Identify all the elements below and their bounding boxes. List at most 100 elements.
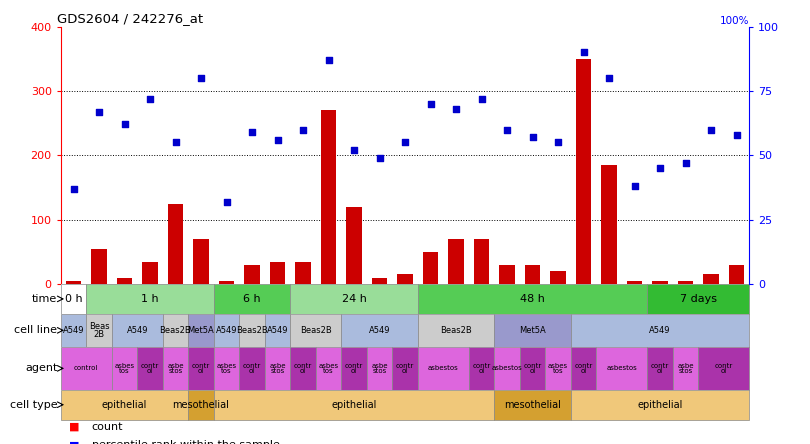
Point (322, 56, 335, 63)
Text: asbe
stos: asbe stos (167, 363, 184, 374)
Bar (239, 347, 265, 390)
Point (373, 155, 386, 162)
Point (271, 136, 284, 143)
Text: A549: A549 (369, 326, 390, 335)
Bar (571, 390, 749, 420)
Bar (550, 271, 565, 284)
Text: Beas
2B: Beas 2B (88, 322, 109, 339)
Text: asbestos: asbestos (492, 365, 522, 371)
Bar (214, 390, 494, 420)
Text: asbestos: asbestos (607, 365, 637, 371)
Bar (418, 284, 647, 314)
Point (220, 198, 233, 205)
Bar (188, 347, 214, 390)
Point (654, 165, 667, 172)
Point (245, 129, 258, 136)
Text: contr
ol: contr ol (472, 363, 491, 374)
Text: contr
ol: contr ol (294, 363, 312, 374)
Bar (647, 284, 749, 314)
Text: epithelial: epithelial (102, 400, 147, 410)
Bar (698, 347, 749, 390)
Bar (219, 281, 234, 284)
Text: A549: A549 (126, 326, 148, 335)
Bar (398, 274, 412, 284)
Bar (163, 347, 188, 390)
Bar (86, 284, 214, 314)
Bar (137, 347, 163, 390)
Text: cell type: cell type (10, 400, 58, 410)
Point (475, 95, 488, 102)
Bar (290, 314, 341, 347)
Text: 48 h: 48 h (520, 294, 545, 304)
Bar (290, 347, 316, 390)
Text: A549: A549 (650, 326, 671, 335)
Bar (576, 59, 591, 284)
Bar (392, 347, 418, 390)
Point (450, 106, 463, 113)
Text: contr
ol: contr ol (396, 363, 414, 374)
Point (143, 95, 156, 102)
Bar (494, 347, 520, 390)
Text: time: time (32, 294, 58, 304)
Bar (627, 281, 642, 284)
Bar (143, 262, 158, 284)
Text: mesothelial: mesothelial (173, 400, 229, 410)
Point (169, 139, 182, 146)
Bar (321, 110, 336, 284)
Bar (61, 284, 86, 314)
Bar (239, 314, 265, 347)
Bar (571, 347, 596, 390)
Point (552, 139, 565, 146)
Bar (499, 265, 514, 284)
Text: contr
ol: contr ol (574, 363, 593, 374)
Bar (372, 278, 387, 284)
Point (92, 108, 105, 115)
Point (679, 159, 692, 166)
Bar (367, 347, 392, 390)
Bar (520, 347, 545, 390)
Text: 100%: 100% (720, 16, 749, 26)
Point (424, 100, 437, 107)
Point (577, 49, 590, 56)
Text: A549: A549 (266, 326, 288, 335)
Bar (494, 390, 571, 420)
Point (603, 75, 616, 82)
Text: Beas2B: Beas2B (300, 326, 331, 335)
Bar (423, 252, 438, 284)
Text: contr
ol: contr ol (345, 363, 363, 374)
Bar (341, 347, 367, 390)
Text: mesothelial: mesothelial (504, 400, 561, 410)
Text: contr
ol: contr ol (192, 363, 210, 374)
Bar (316, 347, 341, 390)
Bar (678, 281, 693, 284)
Bar (545, 347, 571, 390)
Bar (86, 314, 112, 347)
Text: Met5A: Met5A (188, 326, 215, 335)
Bar (265, 347, 290, 390)
Point (118, 121, 131, 128)
Point (399, 139, 411, 146)
Text: A549: A549 (62, 326, 84, 335)
Text: Beas2B: Beas2B (237, 326, 268, 335)
Point (526, 134, 539, 141)
Text: ■: ■ (69, 440, 79, 444)
Bar (112, 314, 163, 347)
Bar (214, 347, 239, 390)
Text: 6 h: 6 h (243, 294, 261, 304)
Text: asbes
tos: asbes tos (318, 363, 339, 374)
Point (501, 126, 514, 133)
Text: epithelial: epithelial (637, 400, 683, 410)
Point (628, 182, 641, 190)
Text: contr
ol: contr ol (523, 363, 542, 374)
Bar (494, 314, 571, 347)
Text: asbes
tos: asbes tos (216, 363, 237, 374)
Text: 24 h: 24 h (342, 294, 366, 304)
Bar (245, 265, 260, 284)
Text: 7 days: 7 days (680, 294, 717, 304)
Text: percentile rank within the sample: percentile rank within the sample (92, 440, 279, 444)
Bar (474, 239, 489, 284)
Text: asbe
stos: asbe stos (677, 363, 693, 374)
Bar (270, 262, 285, 284)
Point (730, 131, 743, 138)
Text: asbe
stos: asbe stos (371, 363, 388, 374)
